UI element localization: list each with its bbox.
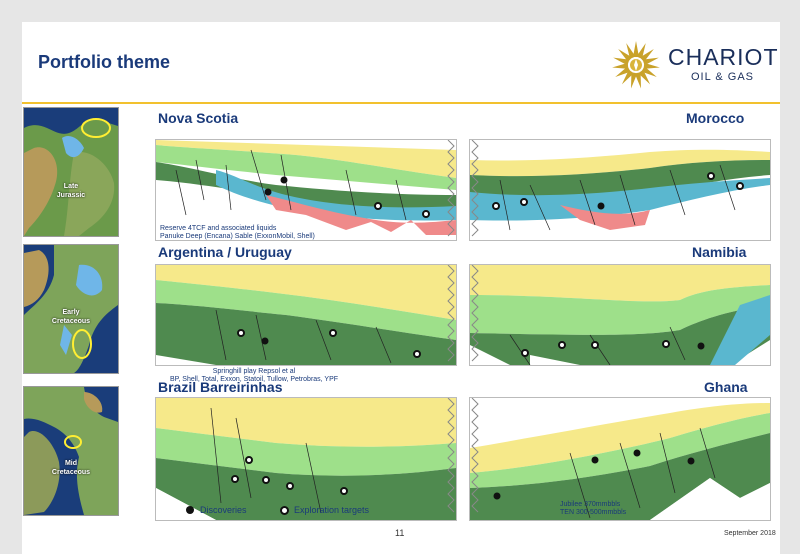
discovery-legend-marker [186,506,194,514]
map-mid-cretaceous: Mid Cretaceous [23,386,119,516]
page-number: 11 [395,528,405,538]
map-early-cretaceous: Early Cretaceous [23,244,119,374]
section-note: Reserve 4TCF and associated liquids Panu… [160,225,315,240]
title-rule [22,102,780,104]
cross-section-ghana: Jubilee 370mmbbls TEN 300-500mmbbls [469,397,771,521]
discovery-marker [697,342,705,350]
chariot-logo: CHARIOT OIL & GAS [608,40,778,90]
cross-section-morocco [469,139,771,241]
exploration-marker [736,182,744,190]
exploration-legend-marker [280,506,289,515]
cross-section-argentina-uruguay [155,264,457,366]
exploration-marker [558,341,566,349]
exploration-marker [707,172,715,180]
discovery-marker [591,456,599,464]
discovery-marker [493,492,501,500]
exploration-marker [520,198,528,206]
note-line: TEN 300-500mmbbls [560,509,627,516]
exploration-marker [492,202,500,210]
discovery-marker [261,337,269,345]
exploration-marker [591,341,599,349]
exploration-marker [422,210,430,218]
note-line: Reserve 4TCF and associated liquids [160,225,277,232]
section-note: Jubilee 370mmbbls TEN 300-500mmbbls [560,501,626,517]
cross-section-brazil-barreirinhas [155,397,457,521]
footer-date: September 2018 [724,530,776,537]
exploration-marker [329,329,337,337]
cross-section-nova-scotia: Reserve 4TCF and associated liquids Panu… [155,139,457,241]
exploration-marker [413,350,421,358]
exploration-marker [374,202,382,210]
region-morocco: Morocco [686,110,745,126]
discovery-marker [280,176,288,184]
exploration-marker [231,475,239,483]
note-line: Panuke Deep (Encana) Sable (ExxonMobil, … [160,233,315,240]
exploration-marker [245,456,253,464]
region-ghana: Ghana [704,379,748,395]
discovery-marker [264,188,272,196]
exploration-marker [340,487,348,495]
slide: Portfolio theme [22,22,780,554]
discovery-marker [687,457,695,465]
exploration-marker [662,340,670,348]
map-label: Early Cretaceous [51,309,91,325]
exploration-marker [262,476,270,484]
legend-exploration-targets: Exploration targets [294,505,370,515]
map-label: Mid Cretaceous [51,460,91,476]
note-line: Jubilee 370mmbbls [560,501,621,508]
region-namibia: Namibia [692,244,747,260]
legend-discoveries: Discoveries [200,505,247,515]
region-nova-scotia: Nova Scotia [158,110,239,126]
cross-section-namibia [469,264,771,366]
logo-brand: CHARIOT [668,44,779,70]
region-argentina-uruguay: Argentina / Uruguay [158,244,292,260]
page-title: Portfolio theme [38,52,171,72]
map-label: Late Jurassic [56,183,86,199]
discovery-marker [633,449,641,457]
sunburst-icon [612,41,660,89]
region-brazil-barreirinhas: Brazil Barreirinhas [158,379,283,395]
exploration-marker [521,349,529,357]
note-line: BP, Shell, Total, Exxon, Statoil, Tullow… [169,376,339,383]
note-line: Springhill play Repsol et al [212,368,296,375]
exploration-marker [237,329,245,337]
exploration-marker [286,482,294,490]
logo-subtitle: OIL & GAS [691,71,755,83]
discovery-marker [597,202,605,210]
section-note-argentina: Springhill play Repsol et al BP, Shell, … [159,368,349,384]
map-late-jurassic: Late Jurassic [23,107,119,237]
